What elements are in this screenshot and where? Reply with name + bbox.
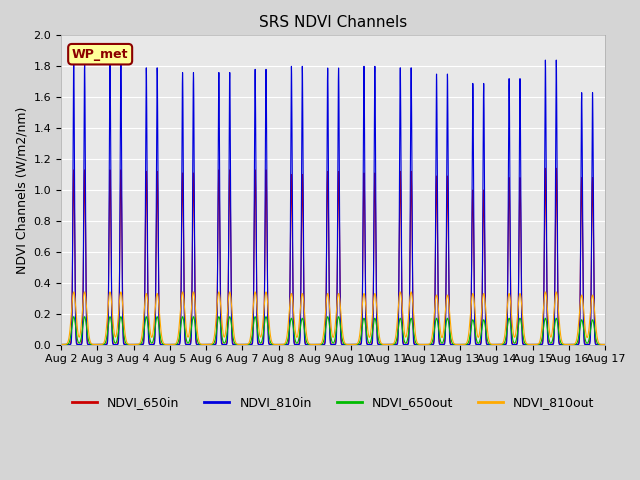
NDVI_650out [602,342,609,348]
Text: WP_met: WP_met [72,48,129,60]
NDVI_650in [84,341,92,347]
Legend: NDVI_650in, NDVI_810in, NDVI_650out, NDVI_810out: NDVI_650in, NDVI_810in, NDVI_650out, NDV… [67,391,600,414]
NDVI_650out [461,342,468,348]
NDVI_650in [57,342,65,348]
NDVI_810out [602,342,609,348]
NDVI_810out [380,341,387,347]
NDVI_810in [461,342,468,348]
NDVI_650in [254,339,262,345]
Line: NDVI_810out: NDVI_810out [61,292,605,345]
NDVI_810in [380,342,387,348]
Title: SRS NDVI Channels: SRS NDVI Channels [259,15,407,30]
NDVI_810out [403,331,411,336]
NDVI_650out [403,339,411,345]
NDVI_650out [490,342,497,348]
Line: NDVI_810in: NDVI_810in [61,60,605,345]
NDVI_810in [403,342,411,348]
NDVI_650out [252,314,259,320]
Line: NDVI_650out: NDVI_650out [61,317,605,345]
NDVI_650in [403,342,411,348]
NDVI_810out [254,318,262,324]
NDVI_650in [461,342,468,348]
NDVI_810in [57,342,65,348]
NDVI_810in [552,57,560,63]
NDVI_650in [490,342,497,348]
NDVI_650out [254,333,262,338]
NDVI_810out [84,327,92,333]
NDVI_650in [380,342,387,348]
NDVI_810in [490,342,497,348]
NDVI_650out [57,342,65,348]
NDVI_650out [380,342,387,348]
Line: NDVI_650in: NDVI_650in [61,168,605,345]
NDVI_810in [254,341,262,347]
NDVI_650in [602,342,609,348]
NDVI_810out [252,289,259,295]
Y-axis label: NDVI Channels (W/m2/nm): NDVI Channels (W/m2/nm) [15,106,28,274]
NDVI_650in [552,166,560,171]
NDVI_810in [602,342,609,348]
NDVI_810out [490,342,497,348]
NDVI_810out [461,341,468,347]
NDVI_810in [84,342,92,348]
NDVI_650out [84,337,92,343]
NDVI_810out [57,342,65,348]
